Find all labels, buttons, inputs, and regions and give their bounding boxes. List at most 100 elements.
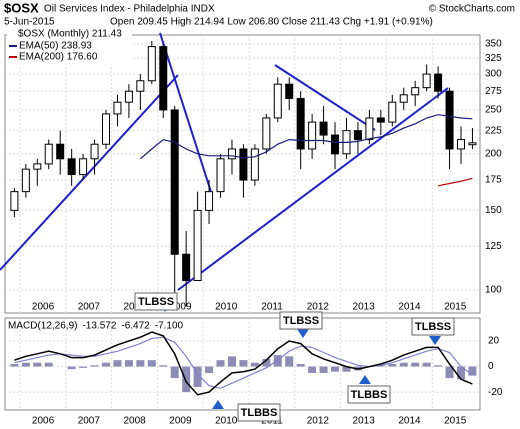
candle-body (388, 101, 397, 123)
histogram-bar (67, 366, 76, 370)
x-tick-label: 2014 (398, 302, 421, 313)
trendline (177, 87, 449, 291)
histogram-bar (342, 366, 351, 372)
candle-body (285, 83, 294, 99)
arrow (297, 329, 309, 338)
histogram-bar (388, 364, 397, 367)
x-tick-label: 2010 (215, 416, 238, 427)
x-tick-label: 2007 (78, 416, 101, 427)
candle-body (56, 143, 65, 160)
candle-body (239, 148, 248, 181)
histogram-bar (193, 366, 202, 387)
y-tick-label: 350 (485, 38, 502, 49)
y-tick-label: -20 (488, 387, 503, 398)
histogram-bar (239, 360, 248, 367)
candle-body (21, 168, 30, 193)
legend-entry: EMA(200) 176.60 (19, 52, 98, 63)
candle-body (434, 73, 443, 92)
candle-body (147, 46, 156, 82)
candle-body (102, 113, 111, 145)
candle-body (67, 158, 76, 176)
y-tick-label: 175 (485, 175, 502, 186)
candle-body (170, 109, 179, 255)
histogram-bar (285, 356, 294, 367)
histogram-bar (227, 356, 236, 367)
annotation: TLBBS (241, 407, 278, 419)
candle-body (136, 80, 145, 92)
histogram-bar (445, 366, 454, 379)
legend-entry: MACD(12,26,9) (8, 321, 77, 332)
candle-body (113, 101, 122, 115)
trendline (159, 32, 213, 196)
y-tick-label: 300 (485, 69, 502, 80)
candle-body (124, 90, 133, 103)
histogram-bar (113, 360, 122, 367)
histogram-bar (159, 365, 168, 367)
ema-line (437, 177, 473, 187)
candle-body (399, 94, 408, 103)
histogram-bar (182, 366, 191, 393)
annotation-box (134, 292, 178, 311)
legend-entry: -7.100 (155, 321, 184, 332)
x-tick-label: 2012 (307, 416, 330, 427)
x-tick-label: 2007 (78, 302, 101, 313)
annotation-box (347, 385, 391, 404)
histogram-bar (468, 366, 477, 376)
candle-body (319, 121, 328, 136)
histogram-bar (411, 362, 420, 367)
candle-body (193, 209, 202, 281)
histogram-bar (376, 365, 385, 367)
macd-line (14, 331, 473, 396)
histogram-bar (170, 366, 179, 379)
legend-entry: EMA(50) 238.93 (19, 41, 92, 52)
histogram-bar (250, 362, 259, 367)
x-tick-label: 2006 (32, 302, 55, 313)
stats: Open 209.45 High 214.94 Low 206.80 Close… (110, 17, 433, 28)
histogram-bar (399, 362, 408, 367)
y-tick-label: 20 (488, 336, 500, 347)
histogram-bar (296, 364, 305, 367)
legend-box (7, 28, 132, 66)
histogram-bar (33, 362, 42, 367)
x-tick-label: 2012 (307, 302, 330, 313)
candle-body (44, 143, 53, 165)
x-tick-label: 2009 (169, 302, 192, 313)
x-tick-label: 2015 (444, 416, 467, 427)
annotation-box (411, 317, 455, 336)
candle-body (365, 117, 374, 141)
histogram-bar (434, 365, 443, 367)
candle-body (10, 191, 19, 211)
y-tick-label: 200 (485, 148, 502, 159)
candle-body (159, 46, 168, 111)
histogram-bar (147, 360, 156, 367)
candle-body (205, 191, 214, 211)
annotation: TLBSS (415, 321, 451, 333)
x-tick-label: 2009 (169, 416, 192, 427)
ema-line (140, 114, 473, 160)
legend-entry: $OSX (Monthly) 211.43 (18, 29, 122, 40)
candle-body (227, 148, 236, 160)
chart-title: $OSX (4, 0, 39, 15)
arrow (212, 400, 224, 409)
candle-body (445, 90, 454, 150)
annotation: TLBSS (138, 296, 174, 308)
candle-body (182, 253, 191, 281)
y-tick-label: 150 (485, 205, 502, 216)
annotation: TLBBS (351, 389, 388, 401)
histogram-bar (102, 362, 111, 367)
date: 5-Jun-2015 (4, 17, 55, 28)
credit: © StockCharts.com (429, 4, 515, 15)
histogram-bar (262, 358, 271, 367)
histogram-bar (79, 366, 88, 368)
chart-subtitle: Oil Services Index - Philadelphia INDX (44, 4, 215, 15)
candle-body (250, 148, 259, 181)
histogram-bar (90, 365, 99, 367)
candle-body (262, 117, 271, 150)
x-tick-label: 2013 (353, 416, 376, 427)
x-tick-label: 2006 (32, 416, 55, 427)
histogram-bar (422, 362, 431, 367)
arrow (429, 336, 441, 345)
arrow (359, 375, 371, 384)
candle-body (216, 158, 225, 193)
